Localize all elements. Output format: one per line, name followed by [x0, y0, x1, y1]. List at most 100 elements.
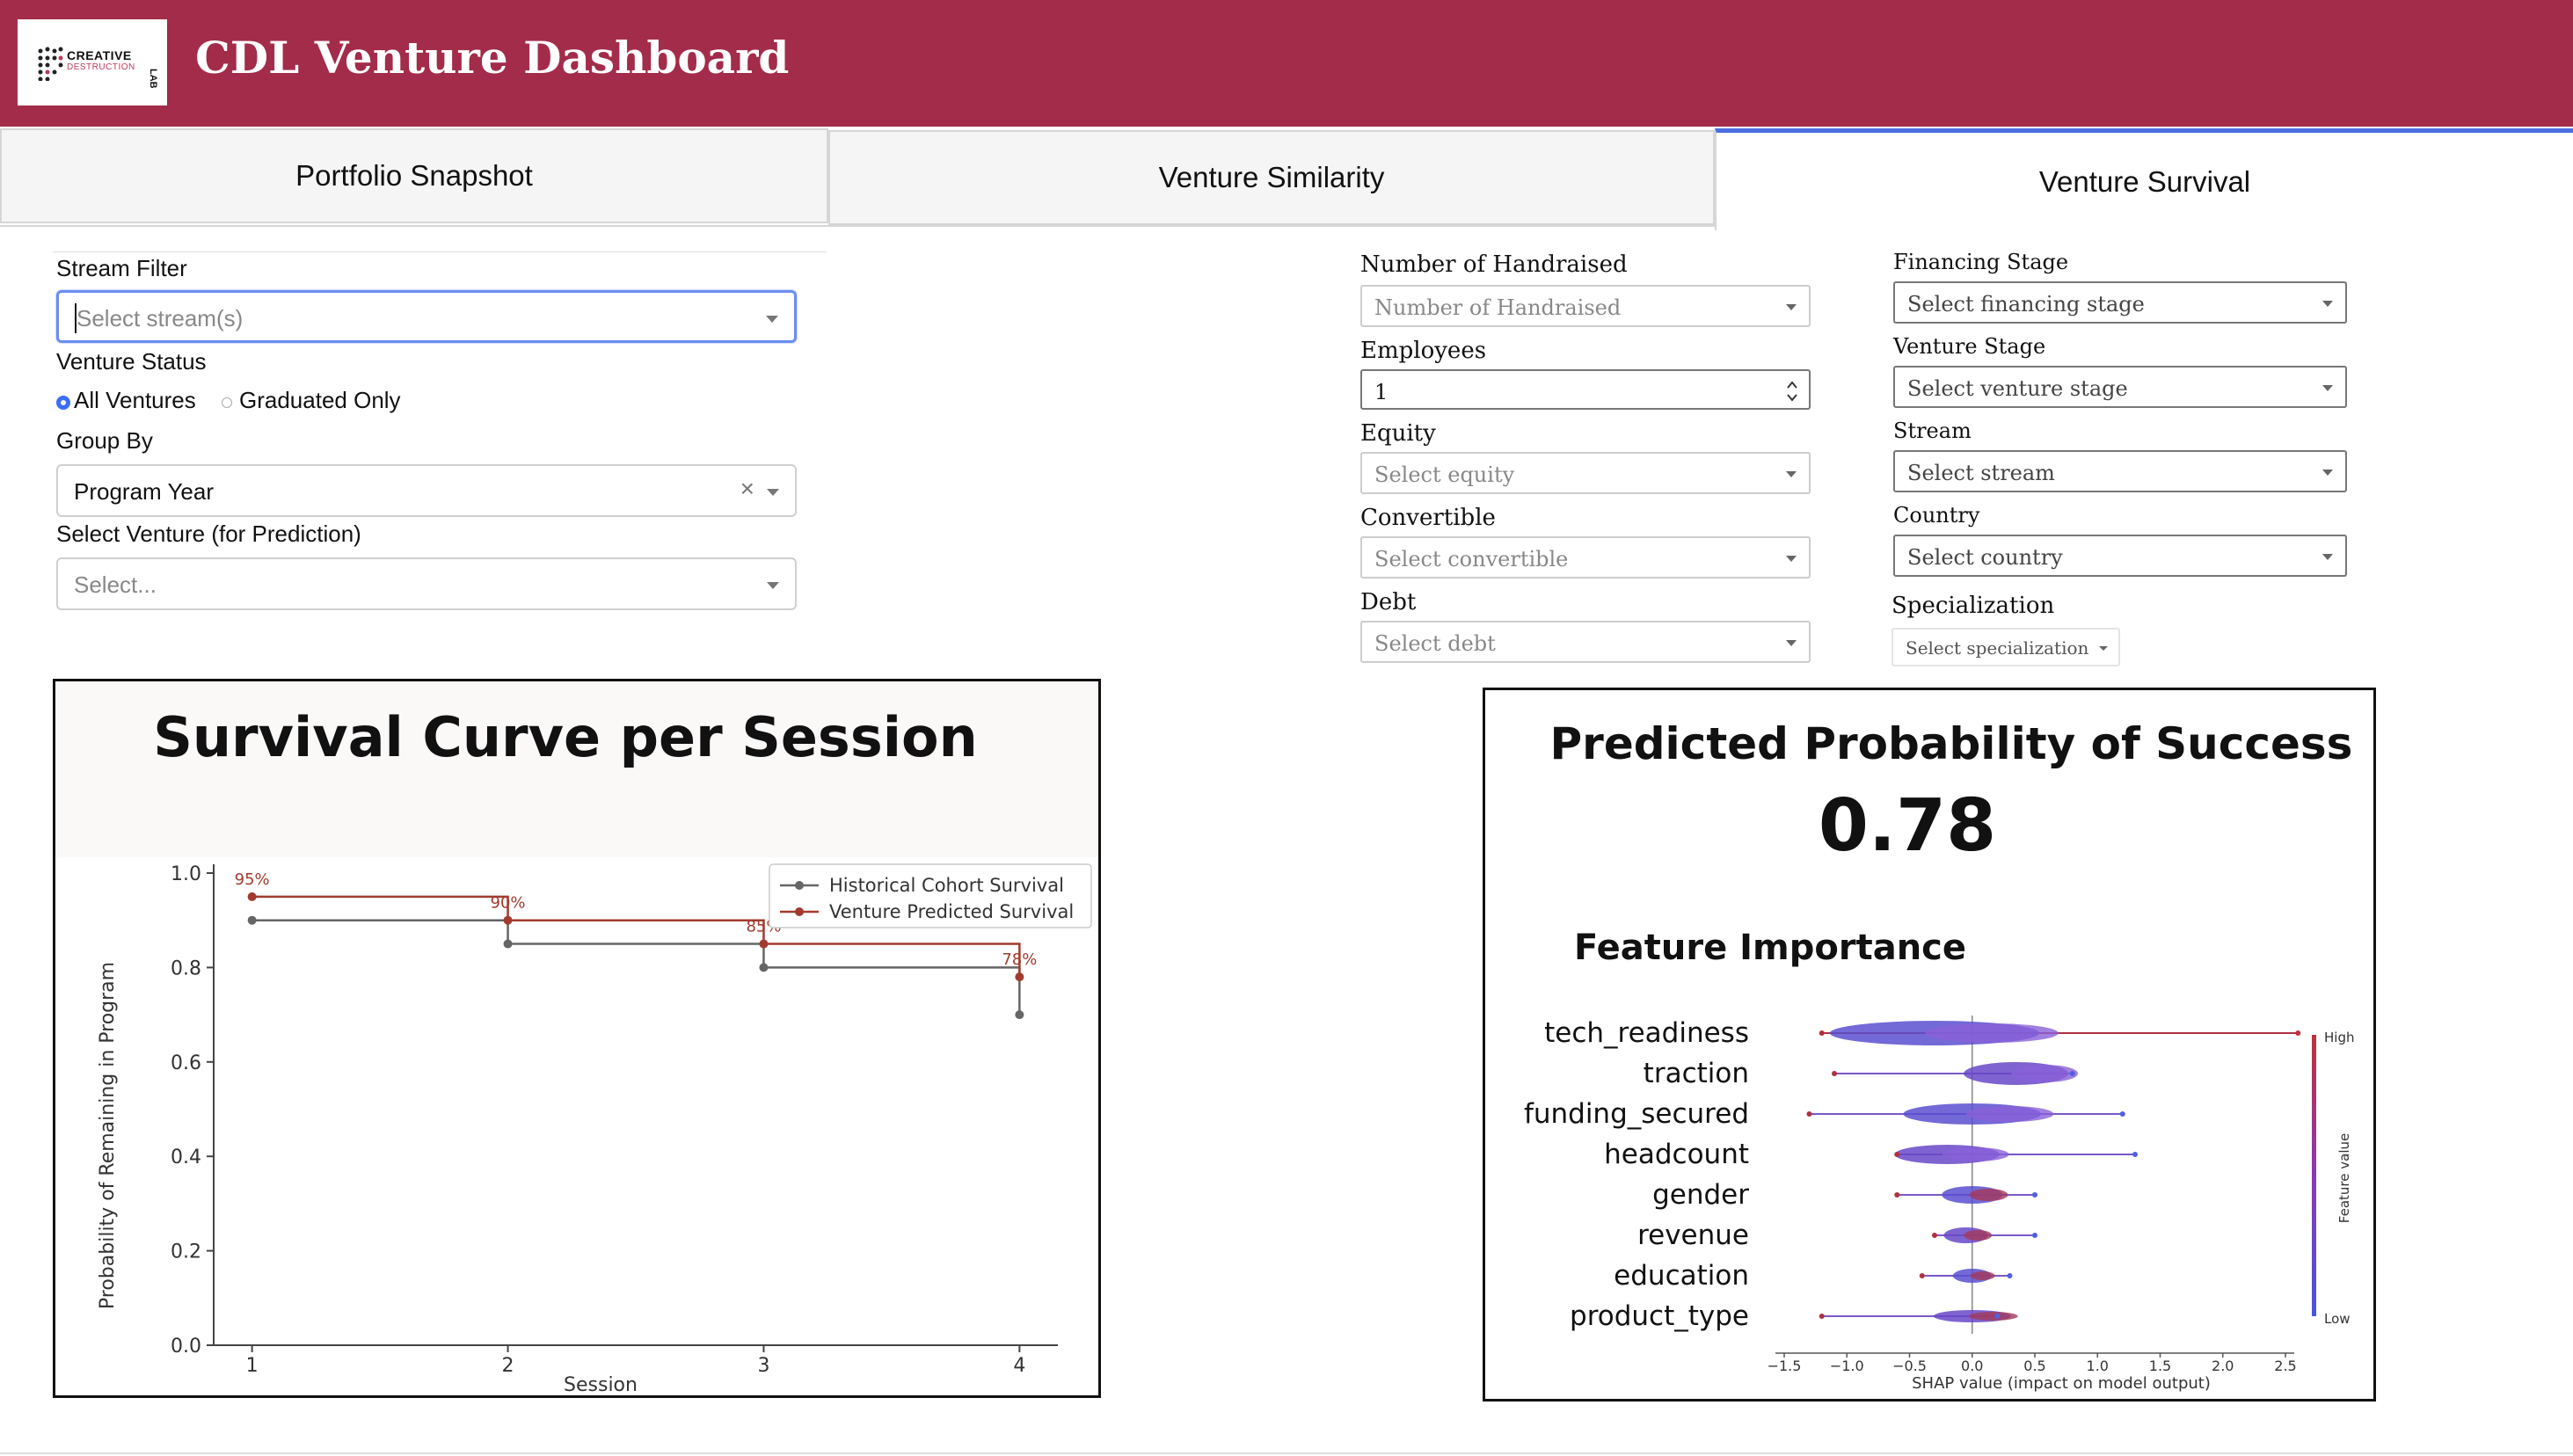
- convertible-label: Convertible: [1360, 505, 1496, 531]
- outlier-point: [2007, 1273, 2013, 1278]
- venture-status-label: Venture Status: [56, 348, 207, 375]
- stepper-icon[interactable]: [1784, 376, 1800, 406]
- stream-filter-select[interactable]: Select stream(s): [56, 290, 797, 343]
- radio-graduated-only-label: Graduated Only: [239, 387, 401, 413]
- tab-label: Venture Similarity: [1158, 161, 1385, 193]
- debt-label: Debt: [1360, 589, 1417, 615]
- density-blob: [1969, 1189, 2008, 1201]
- y-tick-label: 0.6: [171, 1052, 201, 1074]
- clear-icon[interactable]: ×: [740, 475, 754, 502]
- x-tick-label: 1: [246, 1355, 259, 1377]
- chevron-down-icon[interactable]: [766, 316, 778, 323]
- data-point: [247, 915, 257, 925]
- legend-box: [769, 863, 1092, 928]
- survival-chart-panel: Survival Curve per Session 0.0 0.2 0.4 0.6 0…: [53, 679, 1101, 1398]
- tab-venture-survival[interactable]: Venture Survival: [1715, 128, 2573, 230]
- outlier-point: [2132, 1152, 2138, 1157]
- chart-title-area: [55, 681, 1098, 857]
- outlier-point: [1932, 1233, 1937, 1238]
- colorbar-high-label: High: [2324, 1030, 2354, 1045]
- venture-stage-select[interactable]: Select venture stage: [1893, 366, 2347, 408]
- employees-label: Employees: [1360, 338, 1487, 364]
- colorbar: [2312, 1035, 2316, 1316]
- tab-venture-similarity[interactable]: Venture Similarity: [828, 130, 1715, 225]
- shap-chart: Predicted Probability of Success 0.78 Fe…: [1524, 718, 2355, 1393]
- debt-placeholder: Select debt: [1374, 631, 1496, 656]
- group-by-select[interactable]: Program Year ×: [56, 464, 797, 517]
- data-point: [759, 939, 769, 949]
- equity-placeholder: Select equity: [1374, 462, 1515, 487]
- group-by-value: Program Year: [74, 478, 214, 505]
- shap-x-axis-label: SHAP value (impact on model output): [1912, 1374, 2211, 1393]
- chevron-down-icon[interactable]: [2322, 554, 2333, 560]
- chevron-down-icon[interactable]: [1786, 640, 1797, 646]
- divider: [53, 251, 827, 252]
- tab-label: Venture Survival: [2038, 164, 2251, 198]
- tab-label: Portfolio Snapshot: [295, 159, 533, 192]
- prediction-score: 0.78: [1819, 784, 1996, 868]
- stream-label: Stream: [1893, 419, 1972, 443]
- select-venture-placeholder: Select...: [74, 571, 157, 598]
- chart-title: Survival Curve per Session: [153, 705, 977, 769]
- chevron-down-icon[interactable]: [1786, 304, 1797, 310]
- outlier-point: [1819, 1314, 1825, 1319]
- survival-chart: Survival Curve per Session 0.0 0.2 0.4 0.6 0…: [55, 681, 1098, 1395]
- chevron-down-icon[interactable]: [2099, 646, 2108, 651]
- data-label: 95%: [235, 870, 270, 889]
- shap-panel: Predicted Probability of Success 0.78 Fe…: [1483, 688, 2376, 1401]
- financing-stage-select[interactable]: Select financing stage: [1893, 281, 2347, 324]
- outlier-point: [2119, 1111, 2125, 1117]
- density-blob: [1925, 1023, 2059, 1043]
- outlier-point: [2032, 1233, 2037, 1238]
- series-line-predicted: [251, 895, 1021, 978]
- data-point: [759, 963, 769, 972]
- chevron-down-icon[interactable]: [2322, 385, 2333, 391]
- plot-background: [64, 857, 1090, 1385]
- radio-graduated-only[interactable]: [222, 397, 232, 408]
- country-select[interactable]: Select country: [1893, 535, 2347, 577]
- shap-x-tick-label: 1.0: [2087, 1358, 2109, 1374]
- stream-select[interactable]: Select stream: [1893, 450, 2347, 492]
- specialization-select[interactable]: Select specialization: [1891, 628, 2120, 666]
- shap-x-tick-label: 2.0: [2212, 1358, 2234, 1374]
- radio-all-ventures[interactable]: [56, 396, 70, 410]
- x-tick-label: 3: [757, 1355, 769, 1377]
- y-tick-label: 0.0: [171, 1336, 201, 1358]
- y-tick-label: 0.4: [171, 1147, 201, 1168]
- shap-x-tick-label: 2.5: [2274, 1358, 2296, 1374]
- outlier-point: [2069, 1071, 2075, 1076]
- outlier-point: [2295, 1030, 2301, 1036]
- chevron-down-icon[interactable]: [767, 582, 779, 589]
- chevron-down-icon[interactable]: [1786, 556, 1797, 562]
- logo-line-creative: CREATIVE: [67, 48, 132, 62]
- feature-label: tech_readiness: [1544, 1017, 1749, 1049]
- employees-input[interactable]: 1: [1360, 369, 1811, 410]
- outlier-point: [1894, 1152, 1900, 1157]
- handraised-placeholder: Number of Handraised: [1374, 295, 1622, 320]
- tab-portfolio-snapshot[interactable]: Portfolio Snapshot: [0, 128, 828, 223]
- debt-select[interactable]: Select debt: [1360, 621, 1811, 663]
- group-by-label: Group By: [56, 427, 153, 454]
- chevron-down-icon[interactable]: [2322, 301, 2333, 307]
- app-header: CREATIVE DESTRUCTION LAB CDL Venture Das…: [0, 0, 2573, 127]
- select-venture-select[interactable]: Select...: [56, 557, 797, 610]
- chevron-down-icon[interactable]: [1786, 471, 1797, 477]
- density-blob: [1965, 1106, 2054, 1122]
- equity-label: Equity: [1360, 420, 1436, 447]
- data-label: 78%: [1002, 950, 1037, 969]
- equity-select[interactable]: Select equity: [1360, 452, 1811, 494]
- outlier-point: [1894, 1192, 1900, 1198]
- density-blob: [1970, 1271, 1995, 1280]
- data-point: [1015, 972, 1024, 982]
- handraised-select[interactable]: Number of Handraised: [1360, 285, 1811, 327]
- radio-all-ventures-label: All Ventures: [74, 387, 196, 413]
- chevron-down-icon[interactable]: [767, 489, 779, 496]
- feature-label: traction: [1644, 1058, 1749, 1089]
- feature-label: education: [1614, 1260, 1749, 1292]
- legend-label: Historical Cohort Survival: [829, 875, 1064, 896]
- app-title: CDL Venture Dashboard: [195, 32, 790, 84]
- stream-filter-placeholder: Select stream(s): [77, 305, 244, 331]
- chevron-down-icon[interactable]: [2322, 470, 2333, 476]
- financing-stage-label: Financing Stage: [1893, 250, 2069, 274]
- convertible-select[interactable]: Select convertible: [1360, 536, 1811, 579]
